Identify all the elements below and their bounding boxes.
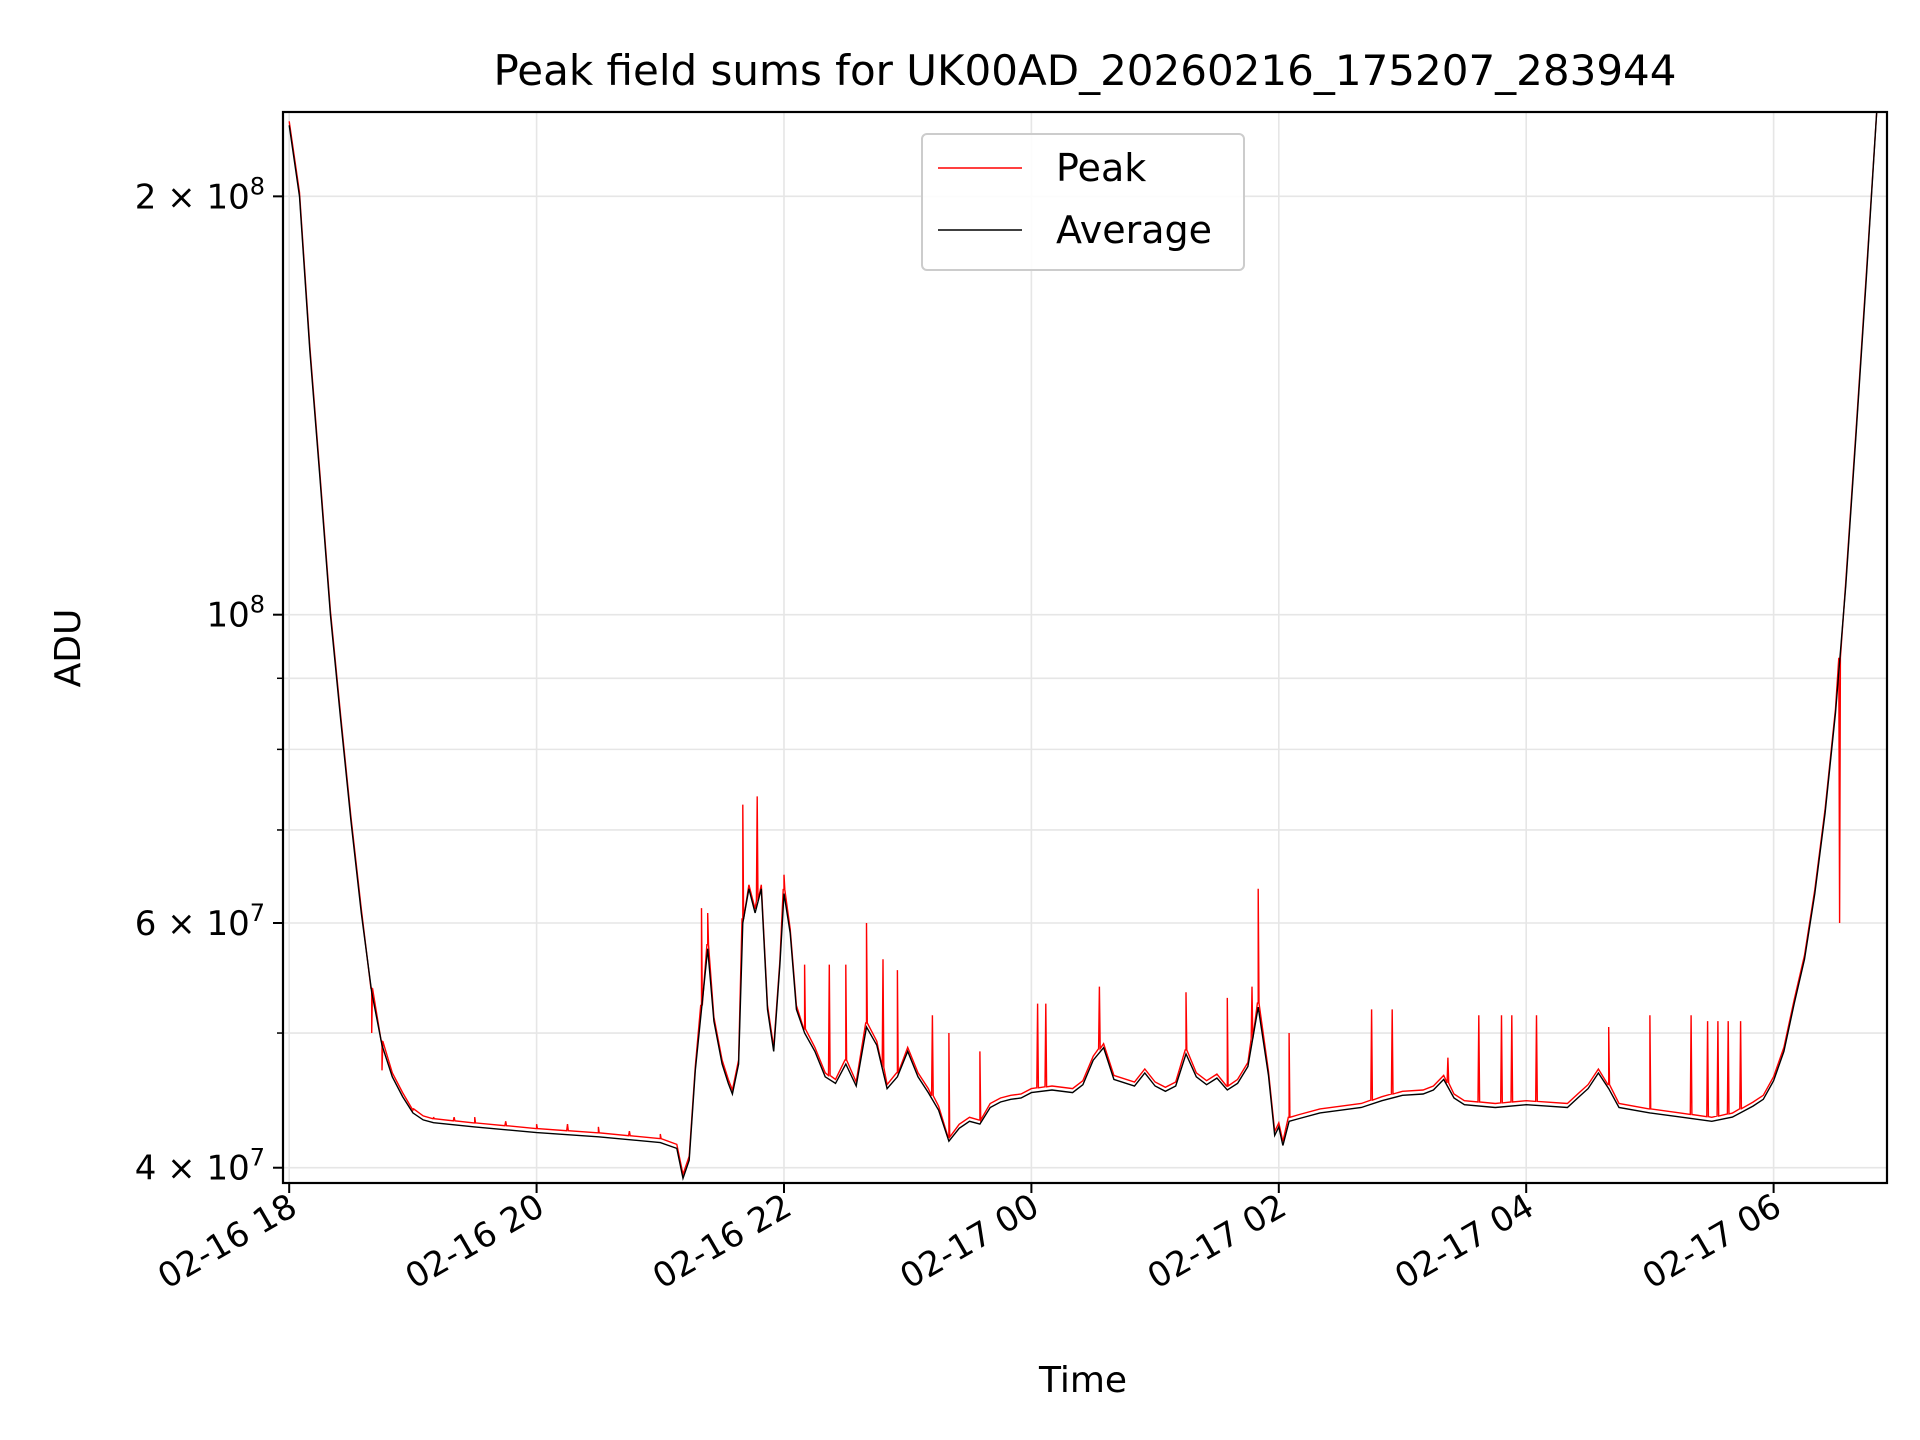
- y-tick-label: 2 × 108: [135, 172, 265, 217]
- y-tick-label: 108: [206, 591, 265, 636]
- legend-peak-label: Peak: [1056, 146, 1146, 190]
- x-axis-label: Time: [1038, 1360, 1127, 1401]
- y-axis: 4 × 107 6 × 107 108 2 × 108: [135, 172, 283, 1189]
- legend-average-label: Average: [1056, 208, 1212, 252]
- plot-frame: [281, 110, 1889, 1185]
- series-area: [288, 111, 1878, 1182]
- average-series-line: [288, 111, 1878, 1182]
- legend: Peak Average: [921, 133, 1245, 271]
- y-tick-label: 4 × 107: [135, 1144, 265, 1189]
- y-axis-label: ADU: [48, 609, 89, 688]
- peak-series-line: [288, 111, 1878, 1178]
- y-tick-label: 6 × 107: [135, 899, 265, 944]
- chart-title: Peak field sums for UK00AD_20260216_1752…: [493, 46, 1676, 95]
